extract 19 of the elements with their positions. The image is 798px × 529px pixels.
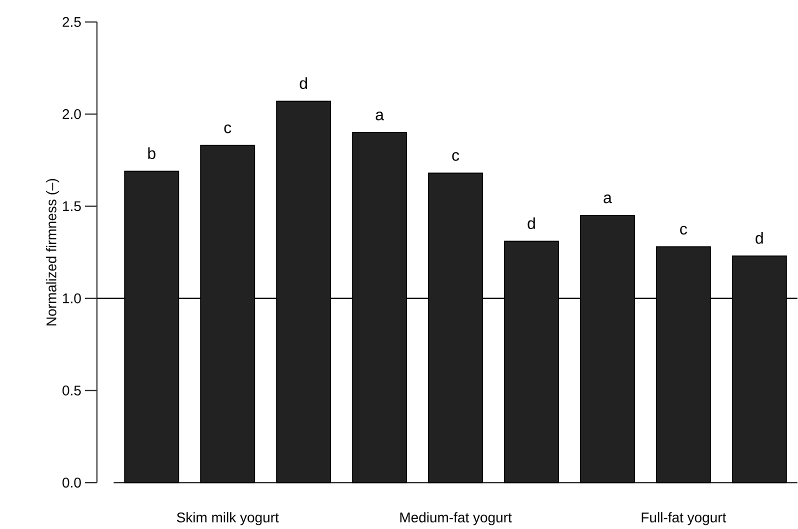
x-tick-label: Skim milk yogurt [176, 512, 279, 526]
y-tick-label: 0.0 [62, 478, 81, 488]
data-label: a [376, 112, 384, 121]
y-tick-label: 2.5 [62, 17, 81, 28]
y-tick-label: 0.5 [62, 386, 81, 396]
y-tick-label: 1.5 [63, 202, 81, 212]
data-label: d [528, 218, 535, 230]
data-label: c [452, 152, 460, 162]
x-tick-label: Medium-fat yogurt [400, 512, 512, 526]
data-label: a [604, 194, 612, 204]
data-label: d [300, 77, 307, 90]
y-axis-title: Normalized firmness (–) [46, 179, 60, 326]
data-label: b [148, 148, 156, 160]
data-label: d [756, 232, 763, 244]
y-tick-label: 1.0 [63, 294, 81, 304]
y-tick-label: 2.0 [62, 109, 81, 120]
data-label: c [224, 124, 232, 134]
data-label: c [680, 226, 688, 235]
x-tick-label: Full-fat yogurt [642, 512, 726, 526]
